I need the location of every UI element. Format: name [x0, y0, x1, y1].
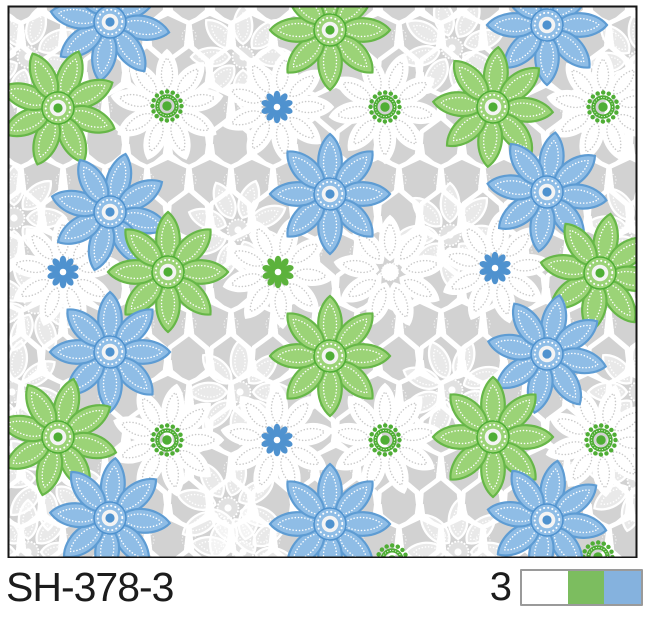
swatch-white — [522, 571, 568, 604]
swatch-green — [567, 571, 605, 604]
colorway-swatches — [520, 569, 643, 606]
colorway-count: 3 — [489, 565, 512, 609]
lace-floral-pattern-image — [7, 5, 638, 559]
swatch-blue — [604, 571, 641, 604]
pattern-code: SH-378-3 — [6, 564, 174, 610]
label-bar: SH-378-3 3 — [0, 558, 650, 617]
